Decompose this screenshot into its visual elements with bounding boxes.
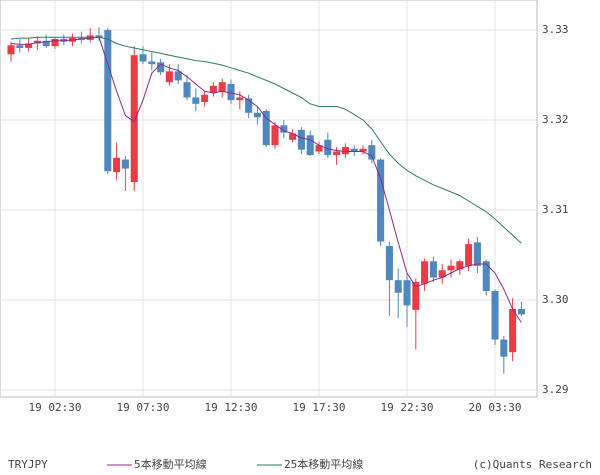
candle-body (236, 97, 244, 101)
candle-body (473, 242, 481, 266)
candle-body (271, 125, 279, 146)
candle-body (306, 135, 314, 156)
candle-body (121, 159, 129, 169)
candle-body (148, 61, 156, 65)
candle-body (183, 82, 191, 98)
candle-body (51, 38, 59, 47)
candle-body (25, 43, 33, 48)
candle-body (165, 71, 173, 83)
candle-body (245, 98, 253, 113)
x-tick-label: 19 02:30 (29, 401, 82, 414)
candle-body (227, 83, 235, 101)
candle-body (209, 85, 217, 93)
candle-body (385, 245, 393, 281)
y-tick-label: 3.31 (542, 203, 569, 216)
x-tick-label: 19 12:30 (205, 401, 258, 414)
candle-body (456, 261, 464, 270)
candle-body (491, 290, 499, 340)
candle-body (465, 244, 473, 266)
candle-body (113, 157, 121, 173)
candle-body (421, 261, 429, 284)
candle-body (447, 265, 455, 271)
candle-body (218, 82, 226, 93)
candle-body (341, 146, 349, 155)
candle-body (42, 40, 50, 47)
candle-body (192, 97, 200, 104)
x-tick-label: 19 07:30 (117, 401, 170, 414)
x-tick-label: 19 22:30 (381, 401, 434, 414)
candle-body (359, 148, 367, 152)
y-tick-label: 3.32 (542, 113, 569, 126)
candle-body (174, 71, 182, 81)
candle-body (429, 261, 437, 278)
x-tick-label: 20 03:30 (469, 401, 522, 414)
candle-body (139, 54, 147, 62)
candle-body (262, 110, 270, 146)
candle-body (315, 145, 323, 152)
candle-body (500, 339, 508, 357)
candle-body (368, 145, 376, 160)
candle-body (333, 151, 341, 156)
candle-body (377, 159, 385, 242)
candle-body (297, 129, 305, 150)
candle-body (280, 125, 288, 133)
y-tick-label: 3.29 (542, 383, 569, 396)
y-tick-label: 3.30 (542, 293, 569, 306)
candle-body (253, 112, 261, 118)
candle-body (403, 280, 411, 306)
candle-body (130, 55, 138, 183)
candle-body (289, 133, 297, 140)
candle-body (201, 94, 209, 102)
legend-label: 5本移動平均線 (134, 457, 207, 471)
plot-area (0, 0, 538, 398)
x-tick-label: 19 17:30 (293, 401, 346, 414)
candle-body (16, 45, 24, 48)
candle-body (517, 308, 525, 315)
candle-body (509, 308, 517, 353)
credit: (c)Quants Research (473, 458, 592, 471)
candle-body (157, 62, 165, 73)
candle-body (324, 139, 332, 156)
candle-body (438, 270, 446, 278)
candle-body (412, 281, 420, 310)
y-tick-label: 3.33 (542, 23, 569, 36)
candle-body (104, 29, 112, 172)
candle-body (7, 45, 15, 55)
candle-body (394, 280, 402, 293)
symbol: TRYJPY (8, 458, 48, 471)
legend-label: 25本移動平均線 (284, 457, 363, 471)
candle-body (350, 148, 358, 152)
moving-average-line (10, 36, 522, 244)
candle-body (482, 261, 490, 291)
